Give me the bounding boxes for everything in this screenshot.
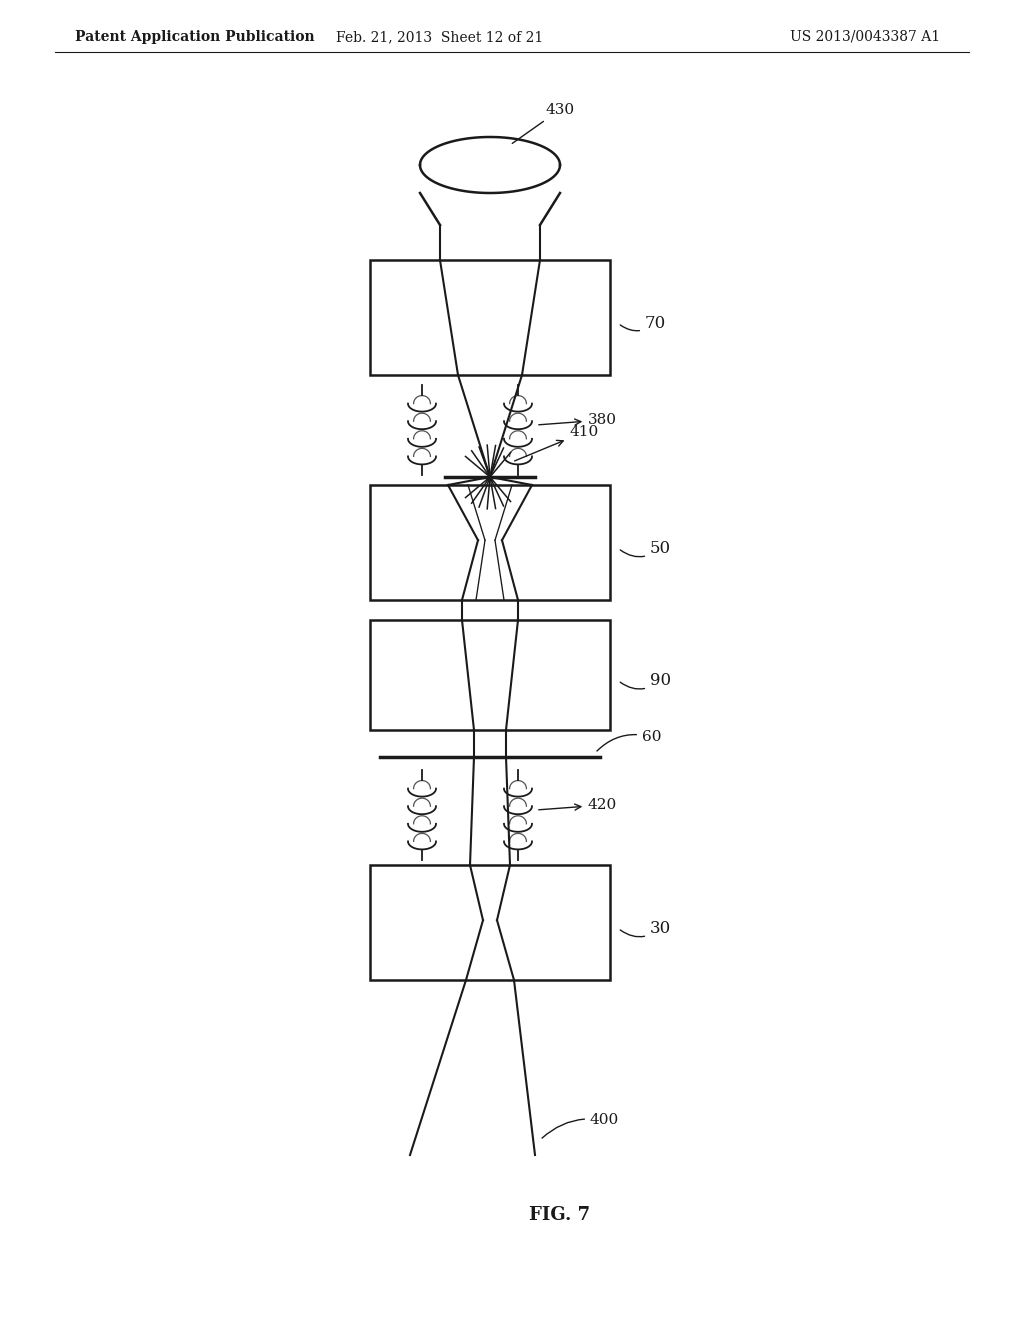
- Bar: [370, 260, 610, 375]
- Text: 90: 90: [621, 672, 671, 689]
- Text: FIG. 7: FIG. 7: [529, 1206, 591, 1224]
- Text: 410: 410: [515, 425, 599, 461]
- Text: 420: 420: [539, 799, 617, 812]
- Text: 430: 430: [512, 103, 574, 144]
- Text: Patent Application Publication: Patent Application Publication: [75, 30, 314, 44]
- Text: 50: 50: [621, 540, 671, 557]
- Text: 70: 70: [621, 314, 667, 331]
- Text: Feb. 21, 2013  Sheet 12 of 21: Feb. 21, 2013 Sheet 12 of 21: [336, 30, 544, 44]
- Text: 60: 60: [597, 730, 662, 751]
- Bar: [370, 620, 610, 730]
- Bar: [370, 484, 610, 601]
- Text: 30: 30: [621, 920, 672, 937]
- Text: US 2013/0043387 A1: US 2013/0043387 A1: [790, 30, 940, 44]
- Text: 380: 380: [539, 413, 617, 426]
- Text: 400: 400: [542, 1113, 620, 1138]
- Bar: [370, 865, 610, 979]
